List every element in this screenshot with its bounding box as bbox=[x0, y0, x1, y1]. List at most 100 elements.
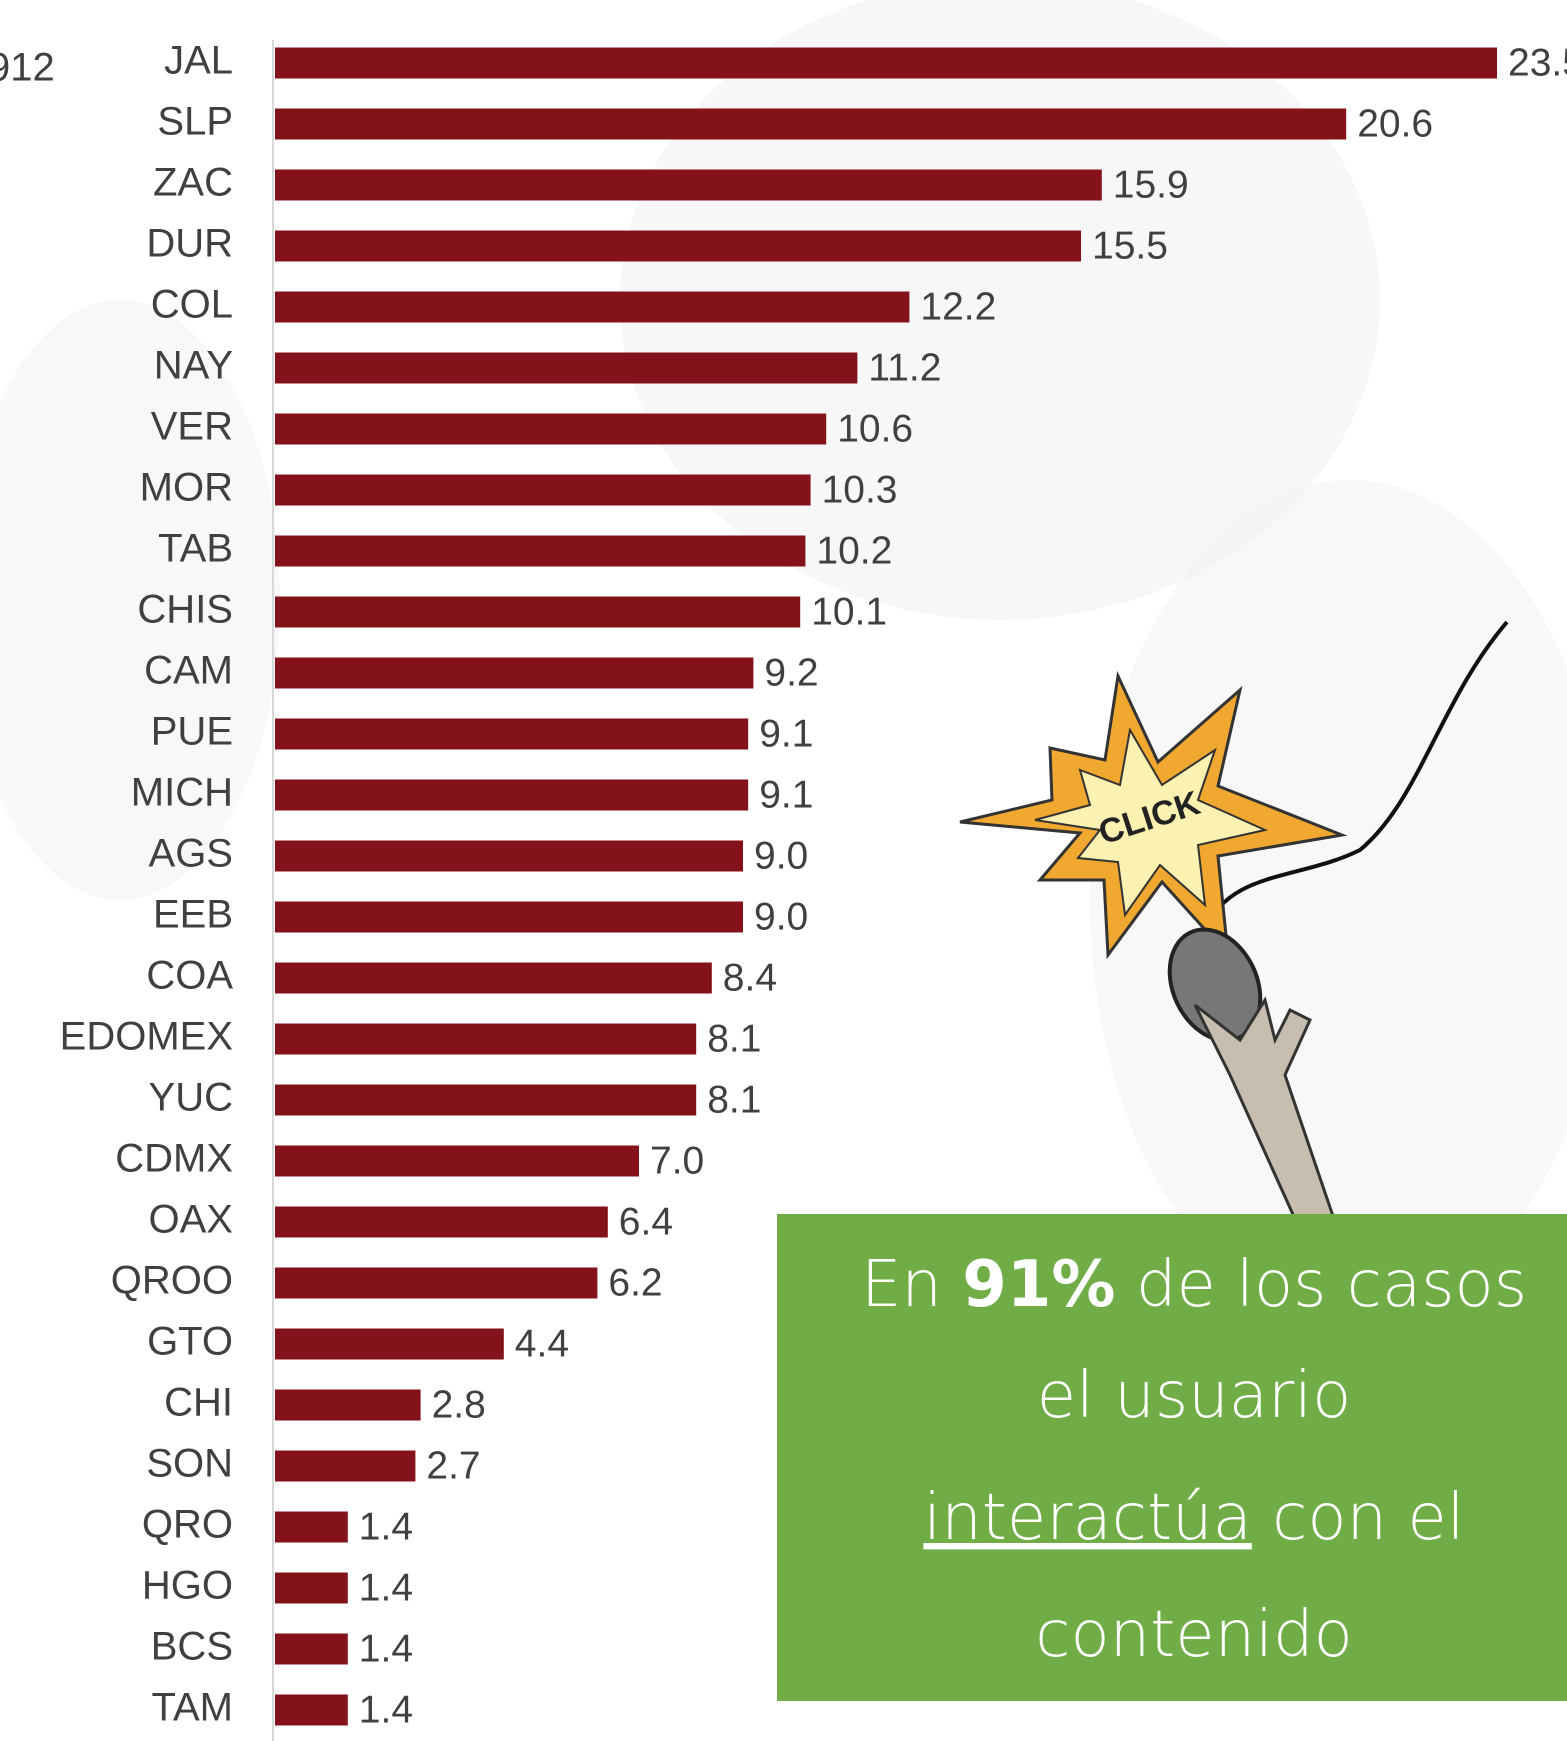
category-label: QRO bbox=[142, 1503, 233, 1547]
bar bbox=[275, 291, 910, 323]
bar bbox=[275, 1267, 598, 1299]
category-label: DUR bbox=[146, 222, 233, 266]
value-label: 11.2 bbox=[868, 346, 941, 389]
value-label: 6.4 bbox=[619, 1200, 673, 1243]
bar bbox=[275, 169, 1102, 201]
bar bbox=[275, 413, 827, 445]
category-label: MICH bbox=[131, 771, 233, 815]
category-label: SON bbox=[146, 1442, 233, 1486]
value-label: 9.1 bbox=[759, 773, 813, 816]
value-label: 15.5 bbox=[1092, 224, 1168, 267]
value-label: 1.4 bbox=[359, 1505, 413, 1548]
value-label: 4.4 bbox=[515, 1322, 569, 1365]
category-label: TAM bbox=[152, 1686, 233, 1730]
callout-text: el usuario bbox=[1037, 1359, 1351, 1433]
category-label: ZAC bbox=[153, 161, 233, 205]
callout-text: de los casos bbox=[1115, 1248, 1527, 1322]
background bbox=[0, 0, 1567, 1320]
value-label: 1.4 bbox=[359, 1688, 413, 1731]
bar bbox=[275, 1023, 697, 1055]
category-label: JAL bbox=[164, 39, 233, 83]
bar bbox=[275, 1145, 639, 1177]
bars: JAL 23.5 SLP 20.6 ZAC 15.9 DUR 15.5 COL 12.2 NAY 11… bbox=[60, 39, 1567, 1732]
bar bbox=[275, 596, 801, 628]
value-label: 9.2 bbox=[764, 651, 818, 694]
bar bbox=[275, 474, 811, 506]
callout-line: el usuario bbox=[1037, 1359, 1351, 1433]
value-label: 8.1 bbox=[707, 1017, 761, 1060]
category-label: CHIS bbox=[137, 588, 233, 632]
category-label: OAX bbox=[149, 1198, 233, 1242]
bar bbox=[275, 1572, 348, 1604]
callout-text: interactúa bbox=[923, 1481, 1251, 1555]
category-label: HGO bbox=[142, 1564, 233, 1608]
category-label: TAB bbox=[158, 527, 233, 571]
bar bbox=[275, 1328, 504, 1360]
category-label: QROO bbox=[111, 1259, 233, 1303]
value-label: 20.6 bbox=[1357, 102, 1433, 145]
bar bbox=[275, 535, 806, 567]
value-label: 10.1 bbox=[811, 590, 887, 633]
category-label: PUE bbox=[151, 710, 233, 754]
bar bbox=[275, 1633, 348, 1665]
value-label: 10.3 bbox=[822, 468, 898, 511]
bar bbox=[275, 901, 743, 933]
callout-text: contenido bbox=[1035, 1598, 1353, 1672]
category-label: MOR bbox=[140, 466, 233, 510]
value-label: 8.4 bbox=[723, 956, 777, 999]
category-label: CDMX bbox=[115, 1137, 233, 1181]
category-label: VER bbox=[151, 405, 233, 449]
bar bbox=[275, 657, 754, 689]
callout-line: contenido bbox=[1035, 1598, 1353, 1672]
value-label: 15.9 bbox=[1113, 163, 1189, 206]
value-label: 1.4 bbox=[359, 1566, 413, 1609]
bar bbox=[275, 962, 712, 994]
bar bbox=[275, 352, 858, 384]
callout-box bbox=[777, 1214, 1567, 1701]
bar bbox=[275, 47, 1497, 79]
category-label: COA bbox=[146, 954, 233, 998]
value-label: 1.4 bbox=[359, 1627, 413, 1670]
category-label: CAM bbox=[144, 649, 233, 693]
annotation: 912 bbox=[0, 46, 55, 90]
value-label: 9.0 bbox=[754, 834, 808, 877]
value-label: 10.6 bbox=[837, 407, 913, 450]
value-label: 2.8 bbox=[432, 1383, 486, 1426]
bar bbox=[275, 1084, 697, 1116]
category-label: AGS bbox=[149, 832, 233, 876]
category-label: COL bbox=[151, 283, 233, 327]
bar bbox=[275, 1389, 421, 1421]
callout: En 91% de los casos el usuario interactúa … bbox=[861, 1248, 1527, 1672]
value-label: 23.5 bbox=[1508, 41, 1567, 84]
bar bbox=[275, 1450, 416, 1482]
category-label: BCS bbox=[151, 1625, 233, 1669]
callout-text: con el bbox=[1252, 1481, 1465, 1555]
callout-line: En 91% de los casos bbox=[861, 1248, 1527, 1322]
bar bbox=[275, 1206, 608, 1238]
value-label: 12.2 bbox=[920, 285, 996, 328]
bar bbox=[275, 840, 743, 872]
category-label: NAY bbox=[154, 344, 233, 388]
bar bbox=[275, 230, 1081, 262]
category-label: GTO bbox=[147, 1320, 233, 1364]
callout-line: interactúa con el bbox=[923, 1481, 1464, 1555]
category-label: EDOMEX bbox=[60, 1015, 233, 1059]
value-label: 7.0 bbox=[650, 1139, 704, 1182]
category-label: SLP bbox=[157, 100, 233, 144]
bar bbox=[275, 1694, 348, 1726]
value-label: 6.2 bbox=[608, 1261, 662, 1304]
value-label: 2.7 bbox=[426, 1444, 480, 1487]
value-label: 9.1 bbox=[759, 712, 813, 755]
bar bbox=[275, 1511, 348, 1543]
bar bbox=[275, 108, 1347, 140]
callout-text: En bbox=[861, 1248, 962, 1322]
category-label: EEB bbox=[153, 893, 233, 937]
bar bbox=[275, 779, 749, 811]
bar bbox=[275, 718, 749, 750]
value-label: 8.1 bbox=[707, 1078, 761, 1121]
category-label: CHI bbox=[164, 1381, 233, 1425]
value-label: 9.0 bbox=[754, 895, 808, 938]
value-label: 10.2 bbox=[816, 529, 892, 572]
callout-text: 91% bbox=[962, 1248, 1115, 1322]
clipart: CLICK bbox=[959, 620, 1509, 1232]
